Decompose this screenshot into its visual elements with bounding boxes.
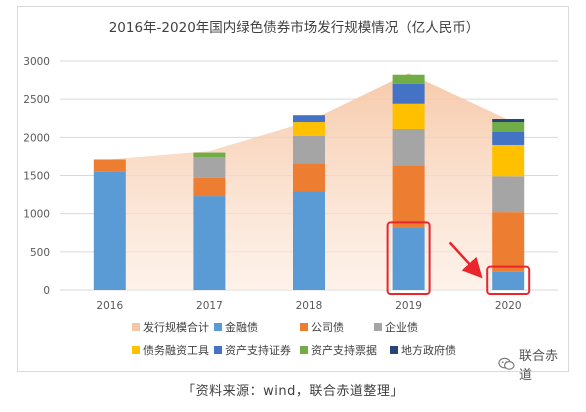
chart-title: 2016年-2020年国内绿色债券市场发行规模情况（亿人民币）: [109, 19, 480, 36]
bar-2018-series-3: [293, 122, 325, 136]
highlight-arrow: [448, 241, 483, 279]
x-tick-label: 2020: [495, 300, 522, 312]
bar-2019-series-2: [392, 128, 425, 166]
bar-2020-series-2: [492, 176, 525, 213]
y-tick-label: 2500: [23, 94, 50, 106]
highlight-box-2020: [486, 265, 531, 295]
legend-swatch: [132, 323, 140, 331]
bar-2018-series-2: [293, 135, 325, 164]
legend-swatch: [374, 323, 382, 331]
legend-label: 资产支持票据: [311, 343, 377, 357]
bar-2018-series-0: [293, 191, 325, 290]
bar-2016-series-0: [93, 171, 126, 290]
legend-swatch: [390, 346, 398, 354]
bar-2017-series-5: [193, 152, 226, 158]
bar-2019-series-5: [392, 74, 425, 84]
legend-label: 金融债: [225, 320, 258, 334]
bar-2019-series-1: [392, 165, 425, 228]
legend-swatch: [214, 346, 222, 354]
y-tick-label: 3000: [23, 56, 50, 68]
bar-2017-series-1: [193, 177, 226, 197]
bar-2018-series-1: [293, 163, 325, 192]
chart-frame: 2016年-2020年国内绿色债券市场发行规模情况（亿人民币） 0 500 1000…: [17, 6, 569, 383]
legend-label: 公司债: [311, 320, 344, 334]
source-caption: 「资料来源：wind，联合赤道整理」: [182, 384, 404, 399]
legend-swatch: [132, 346, 140, 354]
chart: 2016年-2020年国内绿色债券市场发行规模情况（亿人民币） 0 500 1000…: [23, 19, 558, 357]
bar-2019-series-4: [392, 83, 425, 104]
legend-swatch: [214, 323, 222, 331]
y-tick-label: 2000: [23, 132, 50, 144]
bar-2019-series-3: [392, 103, 425, 129]
legend-label: 企业债: [385, 320, 418, 334]
bar-2019-series-0: [392, 227, 425, 290]
x-tick-label: 2016: [96, 300, 123, 312]
bar-2020-series-0: [492, 271, 525, 290]
bar-2020-series-3: [492, 144, 525, 177]
y-tick-label: 0: [43, 285, 50, 297]
legend-swatch: [300, 346, 308, 354]
bar-2020-series-4: [492, 131, 525, 145]
bar-2017-series-0: [193, 196, 226, 290]
legend-label: 发行规模合计: [143, 320, 209, 334]
highlight-box-2019: [386, 221, 431, 295]
x-tick-label: 2017: [196, 300, 223, 312]
bar-2020-series-5: [492, 122, 525, 132]
y-tick-label: 1500: [23, 171, 50, 183]
bar-2018-series-4: [293, 115, 325, 123]
legend-label: 地方政府债: [401, 343, 456, 357]
x-tick-label: 2019: [395, 300, 422, 312]
watermark-text: 联合赤道: [518, 349, 558, 383]
legend-swatch: [300, 323, 308, 331]
x-tick-label: 2018: [296, 300, 323, 312]
bar-2020-series-1: [492, 212, 525, 272]
bar-2017-series-2: [193, 157, 226, 178]
legend-label: 资产支持证券: [225, 343, 291, 357]
bar-2020-series-6: [492, 119, 525, 123]
wechat-icon: [498, 357, 515, 370]
legend-label: 债务融资工具: [143, 343, 209, 357]
bar-2016-series-1: [93, 159, 126, 172]
watermark: 联合赤道: [498, 345, 568, 383]
y-tick-label: 1000: [23, 209, 50, 221]
y-tick-label: 500: [30, 247, 50, 259]
